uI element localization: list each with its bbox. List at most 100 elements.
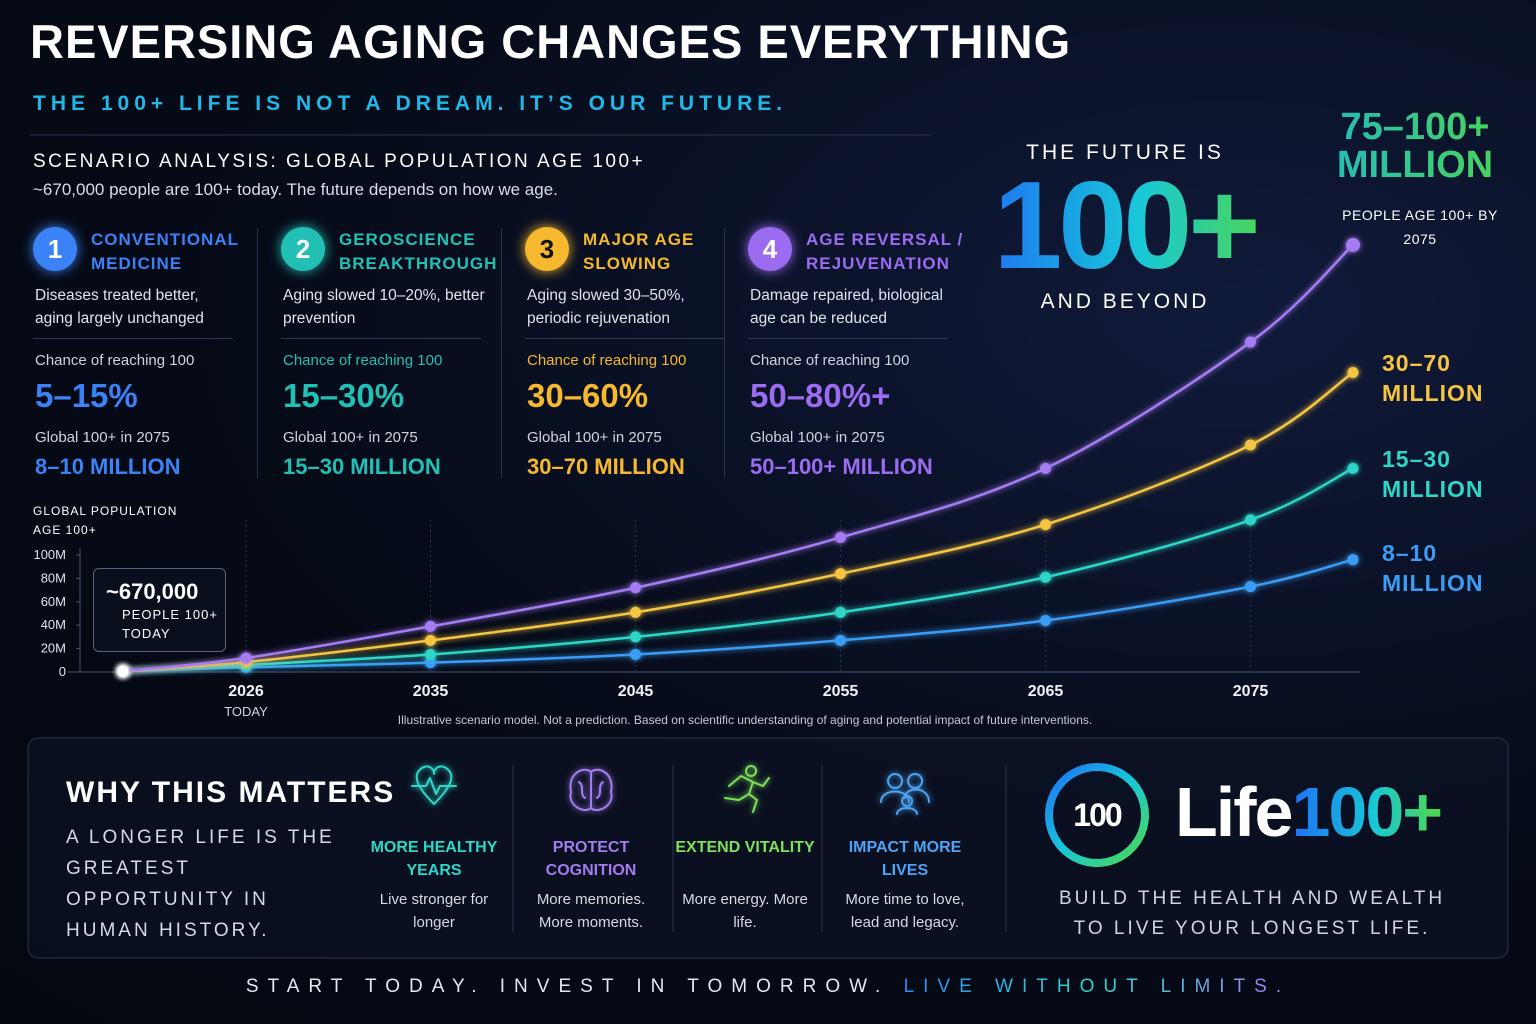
- scenario-rule: [748, 338, 948, 339]
- y-tick-label: 20M: [41, 641, 66, 656]
- data-point: [425, 620, 436, 632]
- why-text: A LONGER LIFE IS THE GREATEST OPPORTUNIT…: [66, 827, 335, 941]
- y-tick-label: 100M: [33, 547, 66, 562]
- y-tick-label: 60M: [41, 594, 66, 609]
- brand-logo: Life100+: [1175, 772, 1443, 852]
- global-label: Global 100+ in 2075: [35, 429, 170, 446]
- data-point: [425, 648, 436, 660]
- scenario-name: CONVENTIONAL MEDICINE: [91, 230, 239, 273]
- x-tick-label: 2026: [228, 683, 264, 700]
- benefit-title: EXTEND VITALITY: [675, 839, 815, 856]
- brand-name: Life: [1175, 773, 1293, 851]
- global-label: Global 100+ in 2075: [283, 429, 418, 446]
- benefit-title: PROTECT COGNITION: [545, 839, 637, 879]
- scenario-description: Aging slowed 30–50%, periodic rejuvenati…: [527, 287, 685, 327]
- scenario-rule: [33, 338, 233, 339]
- footer-start: START TODAY. INVEST IN TOMORROW.: [245, 976, 890, 997]
- brand-suffix: 100+: [1291, 773, 1443, 851]
- data-point: [1040, 462, 1051, 474]
- y-tick-label: 80M: [41, 570, 66, 585]
- scenario-number: 1: [33, 227, 77, 271]
- data-point: [835, 568, 846, 580]
- data-point: [835, 606, 846, 618]
- series-end-label: 30–70 MILLION: [1382, 350, 1484, 406]
- series-end-label: 75–100+ MILLION: [1300, 108, 1530, 184]
- footnote: Illustrative scenario model. Not a predi…: [397, 713, 1093, 727]
- chance-value: 15–30%: [283, 377, 405, 414]
- global-value: 15–30 MILLION: [283, 454, 441, 479]
- data-point: [1245, 514, 1256, 526]
- series-line: [122, 467, 1354, 673]
- data-point: [630, 606, 641, 618]
- title: REVERSING AGING CHANGES EVERYTHING: [30, 15, 1072, 68]
- x-tick-label: 2065: [1028, 683, 1064, 700]
- today-label: TODAY: [224, 704, 268, 719]
- data-point: [1347, 366, 1359, 378]
- data-point: [1245, 439, 1256, 451]
- benefit-title: MORE HEALTHY YEARS: [370, 839, 498, 879]
- x-tick-label: 2075: [1233, 683, 1269, 700]
- data-point: [630, 631, 641, 643]
- divider: [724, 228, 725, 478]
- data-point: [1347, 462, 1359, 474]
- callout-value: ~670,000: [106, 579, 199, 604]
- section-title: SCENARIO ANALYSIS: GLOBAL POPULATION AGE…: [33, 151, 646, 172]
- data-point: [1346, 237, 1360, 252]
- scenario-rule: [281, 338, 481, 339]
- global-value: 8–10 MILLION: [35, 454, 181, 479]
- data-point: [835, 634, 846, 646]
- benefit-title: IMPACT MORE LIVES: [848, 839, 962, 879]
- data-point: [1040, 615, 1051, 627]
- data-point: [240, 652, 252, 664]
- scenario-number: 3: [525, 227, 569, 271]
- chance-label: Chance of reaching 100: [283, 352, 443, 369]
- data-point: [1347, 554, 1359, 566]
- scenario-description: Diseases treated better, aging largely u…: [35, 287, 204, 327]
- data-point: [1040, 571, 1051, 583]
- scenario-name: MAJOR AGE SLOWING: [583, 230, 695, 273]
- global-value: 50–100+ MILLION: [750, 454, 933, 479]
- footer: START TODAY. INVEST IN TOMORROW. LIVE WI…: [0, 976, 1536, 998]
- benefit-icon: [724, 765, 770, 813]
- brand-tagline: BUILD THE HEALTH AND WEALTH TO LIVE YOUR…: [1058, 888, 1446, 939]
- highlight-bottom: AND BEYOND: [1040, 290, 1210, 313]
- y-axis-label: GLOBAL POPULATION AGE 100+: [33, 504, 178, 537]
- data-point: [630, 582, 641, 594]
- data-point: [1245, 581, 1256, 593]
- brand-ring: [1045, 763, 1149, 867]
- scenario-description: Damage repaired, biological age can be r…: [750, 287, 944, 327]
- callout: ~670,000 PEOPLE 100+ TODAY: [93, 568, 226, 652]
- data-point: [630, 648, 641, 660]
- data-point: [1040, 519, 1051, 531]
- scenario-name: GEROSCIENCE BREAKTHROUGH: [339, 230, 498, 273]
- callout-text: PEOPLE 100+ TODAY: [122, 607, 218, 641]
- chance-value: 5–15%: [35, 377, 138, 414]
- series-line: [122, 371, 1354, 673]
- series-line: [122, 558, 1354, 673]
- chance-value: 50–80%+: [750, 377, 891, 414]
- scenario-number: 4: [748, 227, 792, 271]
- scenario-rule: [525, 338, 725, 339]
- brand-mark: 100: [1073, 797, 1122, 833]
- highlight-top: THE FUTURE IS: [1026, 141, 1224, 164]
- series-end-label: 15–30 MILLION: [1382, 446, 1484, 502]
- data-point: [425, 634, 436, 646]
- benefit-icon: [411, 765, 457, 805]
- x-tick-label: 2055: [823, 683, 859, 700]
- footer-end: LIVE WITHOUT LIMITS.: [903, 976, 1291, 997]
- y-tick-label: 0: [59, 664, 66, 679]
- benefit-text: More time to love, lead and legacy.: [845, 891, 965, 931]
- global-label: Global 100+ in 2075: [750, 429, 885, 446]
- x-tick-label: 2035: [413, 683, 449, 700]
- benefit-text: Live stronger for longer: [379, 891, 489, 931]
- scenario-description: Aging slowed 10–20%, better prevention: [283, 287, 485, 327]
- divider: [257, 228, 258, 478]
- chance-label: Chance of reaching 100: [527, 352, 687, 369]
- benefit-icon: [569, 768, 613, 811]
- benefit-icon: [880, 773, 930, 815]
- subtitle: THE 100+ LIFE IS NOT A DREAM. IT’S OUR F…: [33, 92, 788, 115]
- why-title: WHY THIS MATTERS: [66, 776, 396, 809]
- divider: [501, 228, 502, 478]
